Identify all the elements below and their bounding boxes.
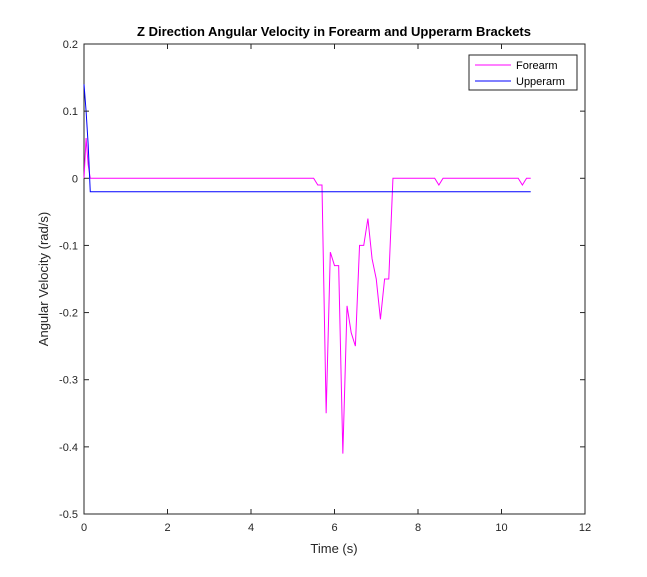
chart-title: Z Direction Angular Velocity in Forearm … [137,24,531,39]
x-tick-label: 8 [415,522,421,534]
x-tick-label: 10 [495,522,507,534]
series-line-forearm [83,137,531,454]
plot-area [83,43,586,515]
legend: Forearm Upperarm [468,54,578,91]
x-tick-label: 6 [331,522,337,534]
x-tick-label: 2 [164,522,170,534]
y-tick-label: -0.1 [59,240,78,252]
series-line-upperarm [83,84,531,193]
legend-label-upperarm: Upperarm [516,76,565,88]
y-tick-label: 0 [72,173,78,185]
y-axis-label: Angular Velocity (rad/s) [36,212,51,346]
y-tick-label: -0.3 [59,375,78,387]
x-axis-label: Time (s) [310,541,357,556]
y-tick-label: 0.2 [63,39,78,51]
legend-label-forearm: Forearm [516,60,558,72]
y-tick-label: -0.5 [59,509,78,521]
y-tick-label: 0.1 [63,106,78,118]
y-axis-ticks: 0.2 0.1 0 -0.1 -0.2 -0.3 -0.4 -0.5 [59,39,585,521]
x-tick-label: 4 [248,522,254,534]
series-lines [83,84,531,454]
y-tick-label: -0.2 [59,308,78,320]
x-axis-ticks: 0 2 4 6 8 10 12 [81,44,591,534]
legend-box [468,54,578,91]
x-tick-label: 12 [579,522,591,534]
y-tick-label: -0.4 [59,442,78,454]
x-tick-label: 0 [81,522,87,534]
